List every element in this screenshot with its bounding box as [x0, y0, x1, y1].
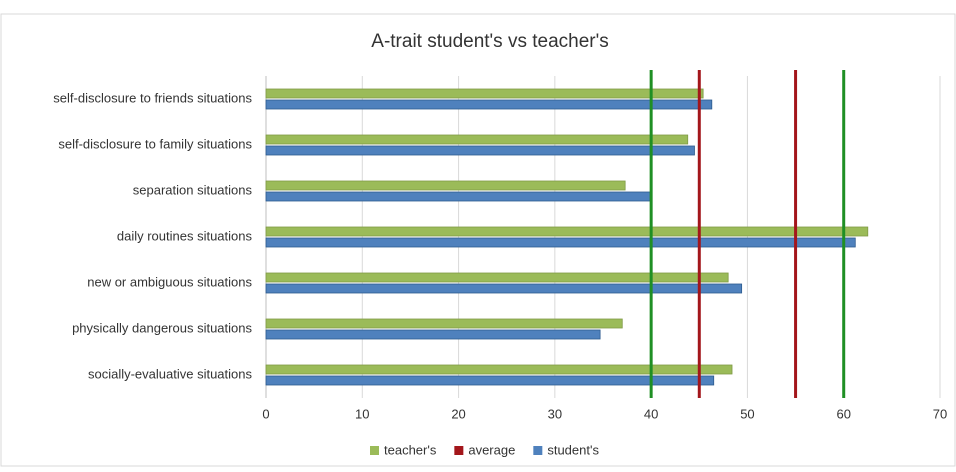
y-tick-label: self-disclosure to family situations: [58, 136, 252, 151]
chart-title: A-trait student's vs teacher's: [371, 31, 608, 52]
bar: [265, 329, 601, 340]
legend-swatch: [454, 446, 464, 455]
bar: [265, 364, 733, 375]
bar: [265, 318, 623, 329]
legend-swatch: [533, 446, 543, 455]
bar: [265, 237, 856, 248]
y-tick-label: self-disclosure to friends situations: [53, 90, 252, 105]
x-tick-label: 20: [451, 406, 465, 421]
bar: [265, 134, 689, 145]
bar: [265, 180, 626, 191]
x-tick-label: 60: [836, 406, 850, 421]
bar: [265, 272, 729, 283]
y-tick-label: physically dangerous situations: [72, 320, 252, 335]
bar: [265, 191, 651, 202]
y-tick-label: socially-evaluative situations: [88, 366, 253, 381]
bar: [265, 88, 704, 99]
x-tick-label: 10: [355, 406, 369, 421]
bar: [265, 283, 743, 294]
y-tick-label: new or ambiguous situations: [87, 274, 252, 289]
x-tick-label: 0: [262, 406, 269, 421]
bar: [265, 99, 713, 110]
x-tick-label: 30: [548, 406, 562, 421]
x-tick-label: 70: [933, 406, 947, 421]
bar: [265, 375, 715, 386]
legend-label: student's: [547, 442, 599, 457]
legend-label: teacher's: [384, 442, 437, 457]
y-tick-label: daily routines situations: [117, 228, 253, 243]
legend-label: average: [468, 442, 515, 457]
bar: [265, 226, 869, 237]
x-tick-label: 40: [644, 406, 658, 421]
legend-swatch: [370, 446, 379, 455]
bar: [265, 145, 695, 156]
y-tick-label: separation situations: [133, 182, 253, 197]
x-tick-label: 50: [740, 406, 754, 421]
